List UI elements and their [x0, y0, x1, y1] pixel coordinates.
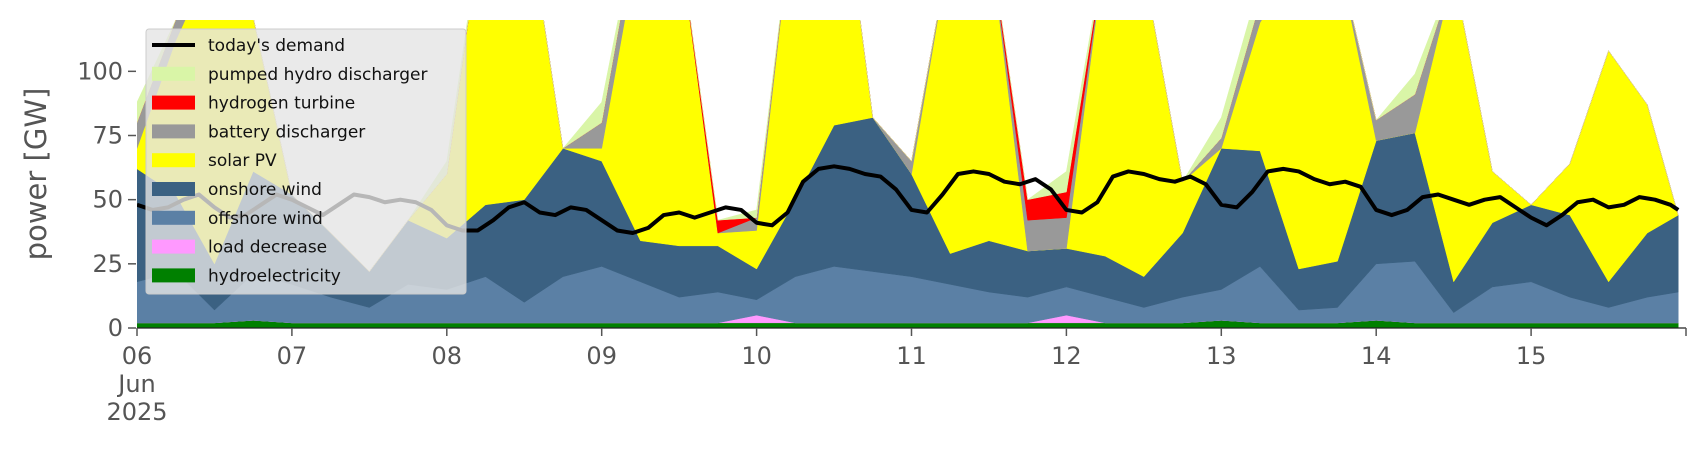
legend-swatch-offshore-wind	[152, 210, 195, 225]
legend-label-offshore-wind: offshore wind	[208, 209, 323, 229]
legend-swatch-onshore-wind	[152, 182, 195, 196]
legend-swatch-load-decrease	[152, 239, 195, 254]
x-tick-label: 06 Jun 2025	[106, 342, 167, 426]
legend: today's demand pumped hydro discharger hyd…	[145, 28, 467, 295]
stacked-area-series	[137, 20, 1679, 328]
legend-label-onshore-wind: onshore wind	[208, 180, 322, 200]
x-tick-label: 15	[1516, 342, 1547, 370]
x-axis: 06 Jun 2025 07 08 09 10 11 12 13 14 15	[106, 328, 1687, 426]
y-tick-label: 0	[108, 314, 123, 342]
legend-label-hydroelectricity: hydroelectricity	[208, 266, 341, 286]
legend-swatch-battery-discharger	[152, 124, 195, 139]
legend-label-load-decrease: load decrease	[208, 238, 327, 258]
legend-box	[145, 28, 467, 295]
x-tick-label: 08	[432, 342, 463, 370]
y-axis-label: power [GW]	[19, 88, 53, 261]
x-tick-label: 11	[896, 342, 927, 370]
legend-swatch-hydroelectricity	[152, 268, 195, 283]
x-tick-label: 07	[277, 342, 308, 370]
y-axis: 0 25 50 75 100	[77, 57, 136, 342]
area-pumped-hydro-discharger	[137, 20, 1679, 272]
legend-label-today-s-demand: today's demand	[208, 36, 345, 56]
x-tick-label: 12	[1051, 342, 1082, 370]
legend-swatch-hydrogen-turbine	[152, 95, 195, 110]
legend-label-solar-pv: solar PV	[208, 151, 277, 171]
y-tick-label: 100	[77, 57, 123, 85]
area-solar-pv	[137, 20, 1679, 283]
y-tick-label: 25	[92, 250, 123, 278]
y-tick-label: 75	[92, 122, 123, 150]
x-tick-label: 09	[586, 342, 617, 370]
legend-swatch-solar-pv	[152, 153, 195, 168]
x-tick-label: 14	[1361, 342, 1392, 370]
x-tick-label: 13	[1206, 342, 1237, 370]
legend-label-battery-discharger: battery discharger	[208, 122, 365, 142]
legend-swatch-pumped-hydro-discharger	[152, 66, 195, 81]
y-tick-label: 50	[92, 186, 123, 214]
legend-label-pumped-hydro-discharger: pumped hydro discharger	[208, 65, 427, 85]
legend-label-hydrogen-turbine: hydrogen turbine	[208, 94, 355, 114]
x-tick-label: 10	[741, 342, 772, 370]
